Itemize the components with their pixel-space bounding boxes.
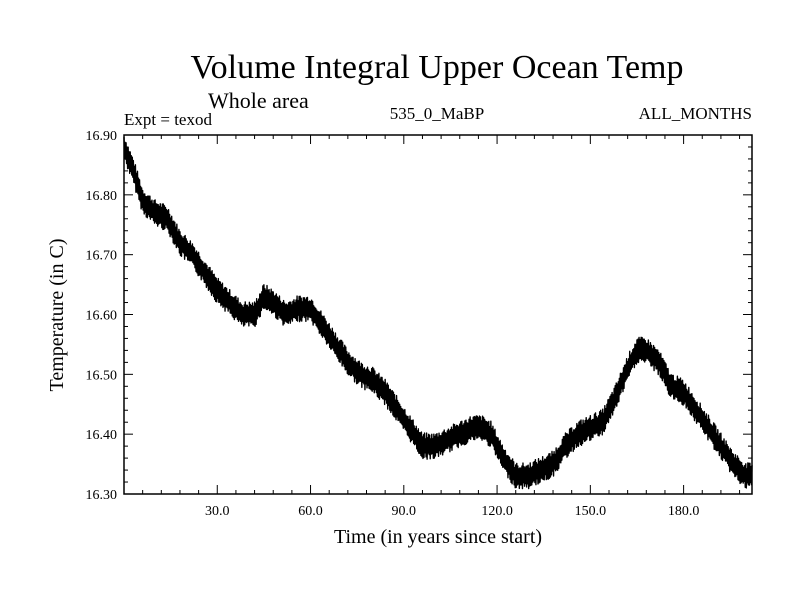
y-axis-label: Temperature (in C)	[46, 239, 68, 392]
chart-title: Volume Integral Upper Ocean Temp	[191, 49, 684, 86]
x-axis-label: Time (in years since start)	[334, 526, 542, 548]
x-tick-label: 150.0	[575, 504, 607, 519]
y-tick-label: 16.90	[86, 129, 118, 144]
x-tick-label: 60.0	[298, 504, 323, 519]
y-tick-label: 16.30	[86, 488, 118, 503]
experiment-label: Expt = texod	[124, 110, 212, 129]
major-ticks	[124, 134, 752, 495]
y-tick-label: 16.70	[86, 249, 118, 264]
plot-frame	[123, 134, 753, 495]
y-tick-labels: 16.30 16.40 16.50 16.60 16.70 16.80 16.90	[86, 129, 118, 503]
x-tick-label: 180.0	[668, 504, 700, 519]
y-tick-label: 16.50	[86, 368, 118, 383]
x-tick-label: 120.0	[481, 504, 513, 519]
x-tick-label: 90.0	[392, 504, 417, 519]
chart-subtitle: Whole area	[208, 88, 309, 113]
y-tick-label: 16.60	[86, 309, 118, 324]
run-label: 535_0_MaBP	[390, 104, 484, 123]
y-tick-label: 16.80	[86, 189, 118, 204]
series-line-temperature	[123, 137, 753, 490]
y-tick-label: 16.40	[86, 428, 118, 443]
x-tick-label: 30.0	[205, 504, 230, 519]
x-tick-labels: 30.0 60.0 90.0 120.0 150.0 180.0	[205, 504, 699, 519]
months-label: ALL_MONTHS	[639, 104, 752, 123]
